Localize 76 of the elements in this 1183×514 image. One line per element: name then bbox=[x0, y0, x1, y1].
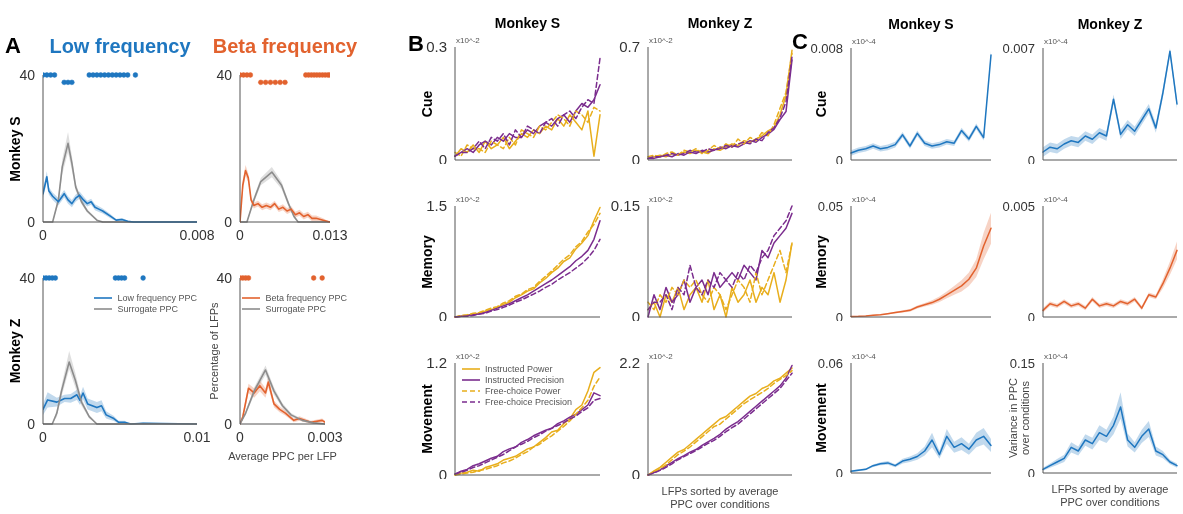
y-axis-title: Monkey S bbox=[7, 114, 23, 184]
y-tick-label: 0 bbox=[27, 415, 36, 432]
y-axis-title: Percentage of LFPs bbox=[208, 302, 220, 400]
x-tick-label: 0.003 bbox=[307, 428, 343, 445]
text: x10^-4 bbox=[1044, 352, 1068, 361]
chart-title: Monkey S bbox=[494, 15, 561, 31]
y-tick-label: 0 bbox=[835, 152, 843, 168]
y-tick-label: 0.005 bbox=[1002, 198, 1035, 214]
x-tick-label: 0 bbox=[236, 226, 245, 243]
text: x10^-2 bbox=[649, 352, 673, 361]
text: x10^-4 bbox=[852, 352, 876, 361]
x-tick-label: 0.008 bbox=[179, 226, 215, 243]
text: x10^-4 bbox=[1044, 195, 1068, 204]
chart-title: Low frequency bbox=[49, 35, 191, 58]
text: x10^-4 bbox=[852, 37, 876, 46]
text: x10^-2 bbox=[456, 352, 480, 361]
y-tick-label: 1.2 bbox=[426, 354, 447, 372]
y-axis-title: Monkey Z bbox=[7, 317, 23, 386]
y-tick-label: 0.15 bbox=[610, 197, 640, 215]
x-axis-title: LFPs sorted by average PPC over conditions bbox=[1050, 483, 1170, 509]
y-axis-title: Movement bbox=[813, 383, 829, 453]
legend-label: Beta frequency PPC bbox=[265, 292, 347, 303]
y-tick-label: 2.2 bbox=[619, 354, 640, 372]
y-tick-label: 0 bbox=[224, 415, 233, 432]
y-tick-label: 0 bbox=[1027, 309, 1035, 325]
text: x10^-4 bbox=[1044, 37, 1068, 46]
y-tick-label: 0 bbox=[835, 465, 843, 481]
y-tick-label: 0.06 bbox=[817, 355, 843, 371]
y-tick-label: 40 bbox=[216, 66, 233, 83]
text: x10^-2 bbox=[456, 36, 480, 45]
y-axis-title: Memory bbox=[813, 234, 829, 289]
legend-label: Low frequency PPC bbox=[117, 292, 197, 303]
chart-title: Monkey Z bbox=[1077, 16, 1143, 32]
y-axis-title: Memory bbox=[419, 234, 435, 289]
y-tick-label: 40 bbox=[19, 269, 36, 286]
x-tick-label: 0 bbox=[39, 226, 48, 243]
text: x10^-4 bbox=[852, 195, 876, 204]
y-tick-label: 0 bbox=[224, 213, 233, 230]
x-axis-title: Average PPC per LFP bbox=[227, 450, 338, 463]
text: x10^-2 bbox=[649, 195, 673, 204]
x-tick-label: 0 bbox=[39, 428, 48, 445]
legend-label: Instructed Precision bbox=[485, 374, 565, 385]
y-tick-label: 0.3 bbox=[426, 38, 447, 56]
x-tick-label: 0 bbox=[236, 428, 245, 445]
y-tick-label: 0.05 bbox=[817, 198, 843, 214]
y-axis-title: Cue bbox=[813, 90, 829, 118]
y-axis-title: Variance in PPC over conditions bbox=[1007, 377, 1031, 460]
legend-label: Free-choice Precision bbox=[485, 396, 573, 407]
y-tick-label: 40 bbox=[19, 66, 36, 83]
legend-label: Instructed Power bbox=[485, 363, 553, 374]
y-tick-label: 40 bbox=[216, 269, 233, 286]
chart-title: Monkey Z bbox=[687, 15, 753, 31]
legend-label: Surrogate PPC bbox=[117, 303, 178, 314]
y-tick-label: 0 bbox=[1027, 465, 1035, 481]
chart-title: Beta frequency bbox=[212, 35, 358, 58]
text: B bbox=[408, 31, 424, 56]
y-tick-label: 0 bbox=[835, 309, 843, 325]
y-tick-label: 0.008 bbox=[810, 40, 843, 56]
y-tick-label: 0.15 bbox=[1009, 355, 1035, 371]
text: x10^-2 bbox=[649, 36, 673, 45]
x-axis-title: LFPs sorted by average PPC over conditions bbox=[660, 485, 780, 511]
chart-title: Monkey S bbox=[888, 16, 954, 32]
text: x10^-2 bbox=[456, 195, 480, 204]
y-tick-label: 0 bbox=[27, 213, 36, 230]
y-axis-title: Movement bbox=[419, 384, 435, 454]
y-tick-label: 1.5 bbox=[426, 197, 447, 215]
legend-label: Surrogate PPC bbox=[265, 303, 326, 314]
y-axis-title: Cue bbox=[419, 90, 435, 117]
y-tick-label: 0.7 bbox=[619, 38, 640, 56]
annotation: C bbox=[792, 29, 808, 54]
x-tick-label: 0.01 bbox=[183, 428, 211, 445]
y-tick-label: 0 bbox=[1027, 152, 1035, 168]
legend-label: Free-choice Power bbox=[485, 385, 561, 396]
text: A bbox=[5, 33, 21, 58]
y-tick-label: 0.007 bbox=[1002, 40, 1035, 56]
x-tick-label: 0.013 bbox=[312, 226, 348, 243]
